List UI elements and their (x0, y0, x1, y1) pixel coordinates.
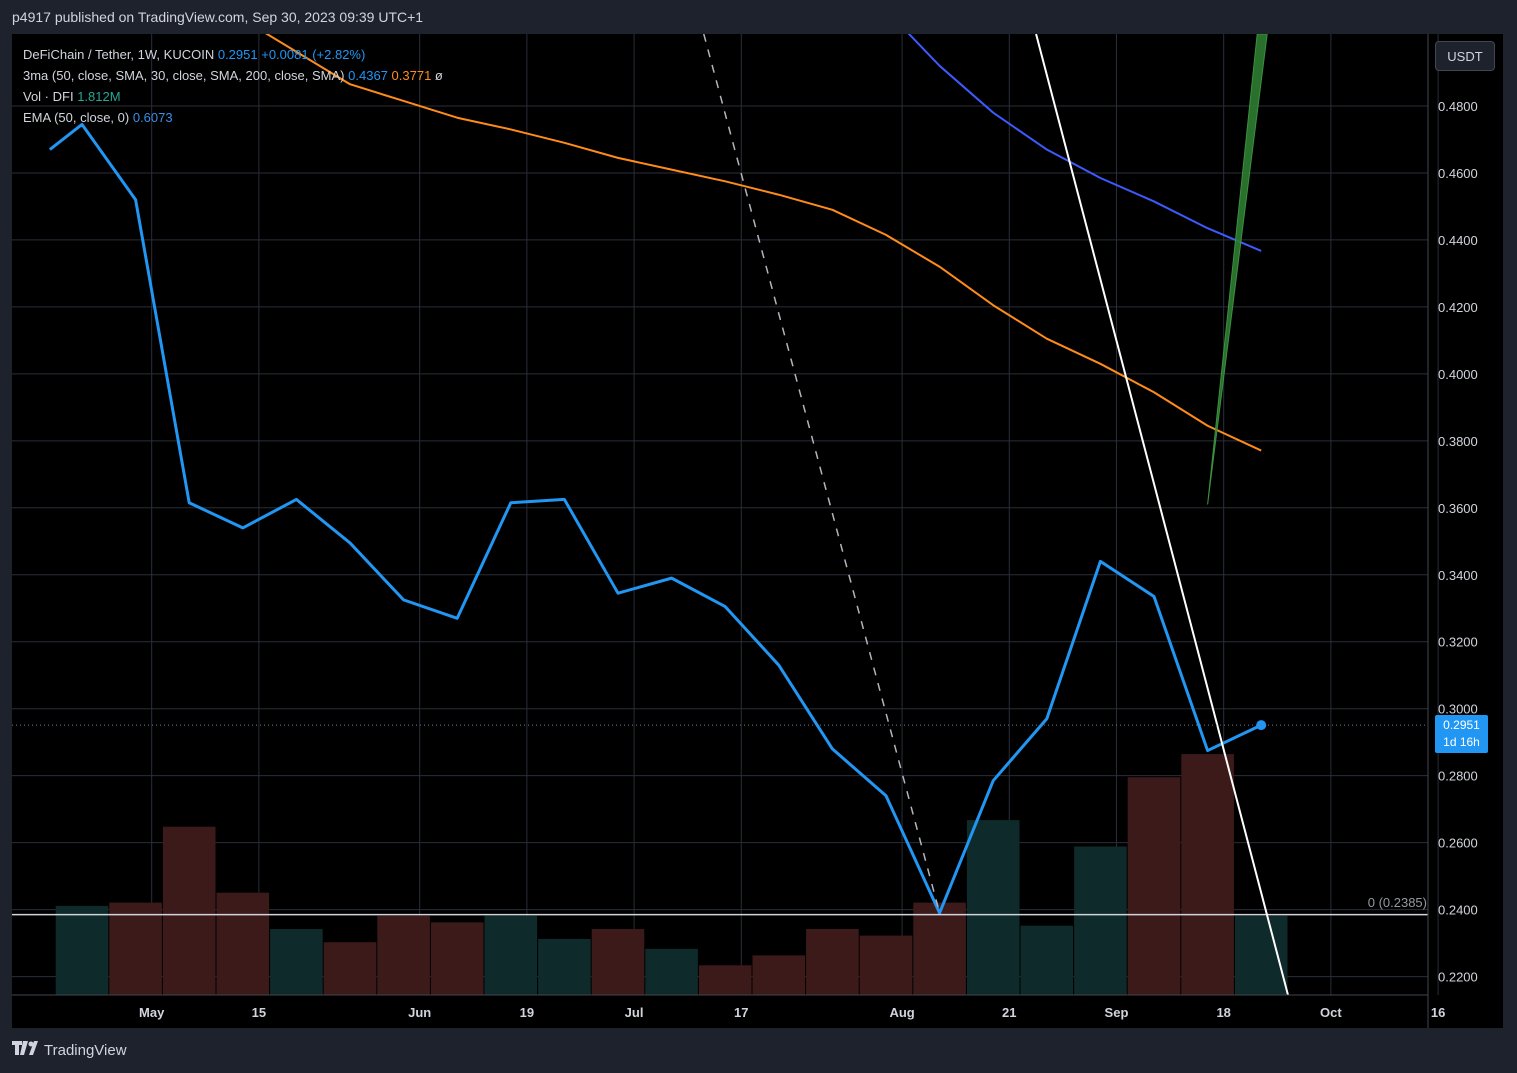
volume-bar (591, 929, 645, 995)
y-tick-label: 0.3600 (1438, 501, 1478, 516)
volume-bar (109, 902, 162, 995)
x-tick-label: Aug (889, 1005, 914, 1020)
volume-bar (806, 929, 859, 995)
white-trendline (1035, 34, 1289, 996)
volume-bar (645, 948, 698, 995)
volume-bar (377, 915, 430, 995)
chart-legend: DeFiChain / Tether, 1W, KUCOIN 0.2951 +0… (23, 44, 443, 128)
volume-bar (538, 938, 591, 995)
close-price-line (48, 122, 1262, 915)
x-tick-label: 21 (1002, 1005, 1016, 1020)
legend-ema-row[interactable]: EMA (50, close, 0) 0.6073 (23, 107, 443, 128)
x-tick-label: 18 (1216, 1005, 1230, 1020)
chart-area[interactable]: 0.4800 0.4600 0.4400 0.4200 0.4000 0.3800 0.36… (12, 34, 1503, 1028)
legend-volume-row[interactable]: Vol · DFI 1.812M (23, 86, 443, 107)
y-tick-label: 0.3800 (1438, 434, 1478, 449)
x-tick-label: 17 (734, 1005, 748, 1020)
y-tick-label: 0.2200 (1438, 970, 1478, 985)
green-projection-ray (1207, 34, 1268, 505)
x-tick-label: Jun (408, 1005, 431, 1020)
symbol-label: DeFiChain / Tether, 1W, KUCOIN (23, 47, 215, 62)
y-tick-label: 0.4200 (1438, 300, 1478, 315)
volume-bar (430, 922, 484, 995)
chart-svg[interactable]: 0.4800 0.4600 0.4400 0.4200 0.4000 0.3800 0.36… (12, 34, 1503, 1028)
ma-label: 3ma (50, close, SMA, 30, close, SMA, 200… (23, 68, 345, 83)
y-tick-label: 0.3200 (1438, 635, 1478, 650)
volume-bar (913, 902, 966, 995)
tradingview-logo-icon (12, 1041, 38, 1059)
price-change: +0.0081 (+2.82%) (261, 47, 366, 62)
ma-value-3: ø (434, 68, 443, 83)
volume-bar (966, 820, 1020, 995)
volume-bar (1127, 777, 1181, 995)
x-tick-label: 19 (520, 1005, 534, 1020)
dashed-trendline (703, 34, 941, 914)
y-tick-label: 0.3400 (1438, 568, 1478, 583)
y-tick-label: 0.2400 (1438, 903, 1478, 918)
ma-value-1: 0.4367 (348, 68, 388, 83)
y-tick-label: 0.3000 (1438, 702, 1478, 717)
ema-value: 0.6073 (132, 110, 173, 125)
y-tick-label: 0.4600 (1438, 166, 1478, 181)
volume-bar (55, 905, 109, 995)
volume-value: 1.812M (77, 89, 121, 104)
volume-label: Vol · DFI (23, 89, 74, 104)
volume-bar (859, 935, 913, 995)
volume-bar (1234, 915, 1288, 995)
volume-bar (270, 929, 323, 995)
y-tick-label: 0.2600 (1438, 836, 1478, 851)
x-tick-label: Oct (1320, 1005, 1342, 1020)
last-price: 0.2951 (217, 47, 258, 62)
y-tick-label: 0.2800 (1438, 769, 1478, 784)
volume-bar (1020, 925, 1074, 995)
sma50-line (907, 34, 1262, 252)
x-tick-label: 16 (1431, 1005, 1445, 1020)
x-tick-label: Sep (1105, 1005, 1129, 1020)
y-tick-label: 0.4800 (1438, 99, 1478, 114)
x-tick-label: Jul (625, 1005, 644, 1020)
x-tick-label: May (139, 1005, 165, 1020)
ema-label: EMA (50, close, 0) (23, 110, 130, 125)
volume-bar (698, 965, 752, 995)
volume-bar (484, 915, 538, 995)
fib-level-label: 0 (0.2385) (1367, 894, 1427, 910)
volume-bar (323, 942, 377, 995)
ma-value-2: 0.3771 (391, 68, 432, 83)
legend-ma-row[interactable]: 3ma (50, close, SMA, 30, close, SMA, 200… (23, 65, 443, 86)
current-price-tag: 0.2951 1d 16h (1435, 715, 1488, 754)
volume-bar (216, 892, 270, 995)
volume-bar (1181, 754, 1234, 995)
sma30-line (265, 34, 1262, 452)
x-tick-label: 15 (252, 1005, 266, 1020)
price-tag-countdown: 1d 16h (1443, 735, 1480, 750)
y-tick-label: 0.4400 (1438, 233, 1478, 248)
price-tag-value: 0.2951 (1443, 718, 1480, 733)
currency-button[interactable]: USDT (1435, 41, 1495, 71)
volume-bar (1074, 846, 1127, 995)
footer-brand[interactable]: TradingView (12, 1041, 127, 1059)
volume-bar (752, 955, 806, 995)
volume-bar (162, 826, 216, 995)
brand-name: TradingView (44, 1041, 127, 1059)
publish-header: p4917 published on TradingView.com, Sep … (12, 9, 424, 25)
last-price-dot (1256, 720, 1267, 731)
y-tick-label: 0.4000 (1438, 367, 1478, 382)
legend-symbol-row[interactable]: DeFiChain / Tether, 1W, KUCOIN 0.2951 +0… (23, 44, 443, 65)
